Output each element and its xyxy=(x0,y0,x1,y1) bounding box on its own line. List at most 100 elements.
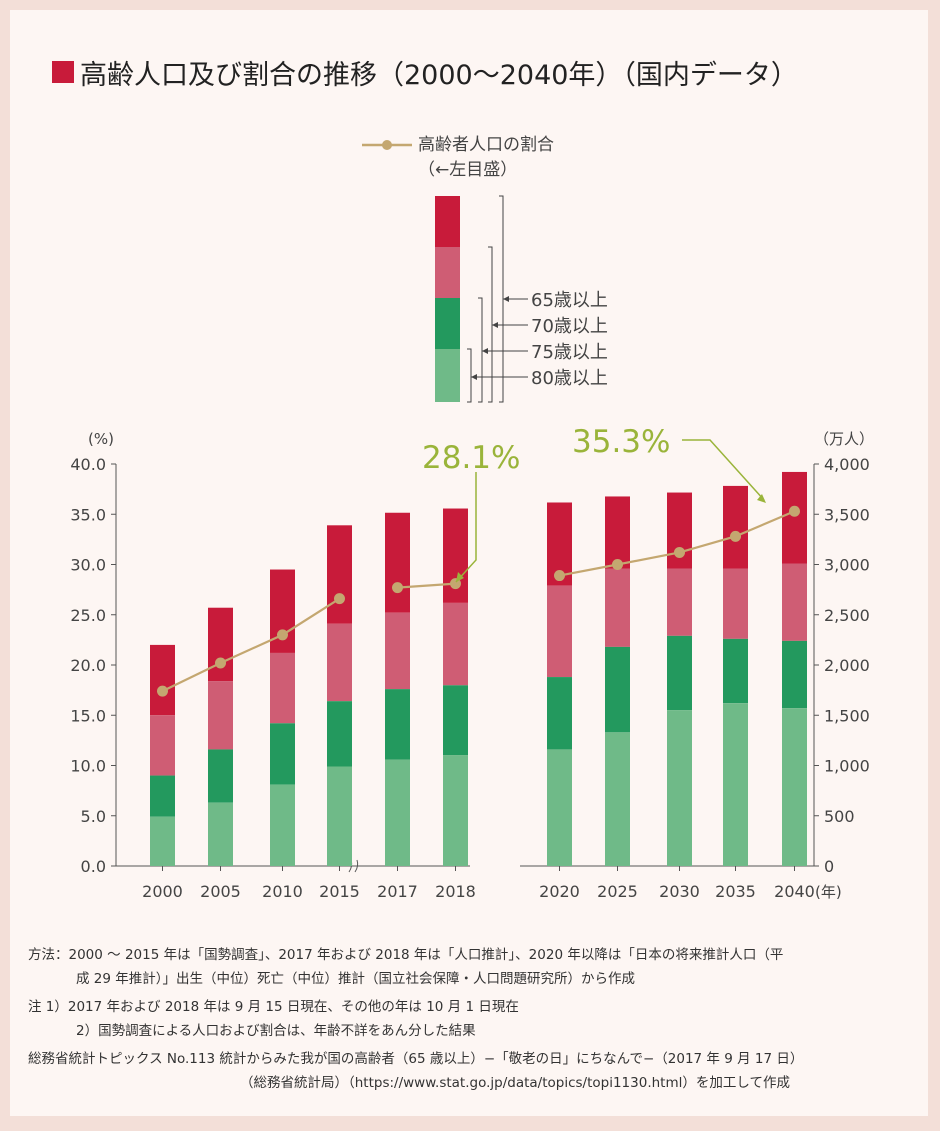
bar-segment-80 xyxy=(385,759,410,866)
legend-block-0 xyxy=(435,196,460,247)
x-tick-label: 2020 xyxy=(539,882,580,901)
bar-segment-65 xyxy=(605,496,630,569)
x-tick-label: 2030 xyxy=(659,882,700,901)
legend-bracket-0 xyxy=(499,195,504,403)
x-tick-label: 2000 xyxy=(142,882,183,901)
legend-bar-label: 80歳以上 xyxy=(531,368,608,389)
bar-segment-65 xyxy=(723,485,748,569)
legend-axis-note: （←左目盛） xyxy=(418,160,517,180)
ratio-point xyxy=(392,582,403,594)
bar-segment-70 xyxy=(385,612,410,690)
left-tick-label: 30.0 xyxy=(70,556,106,575)
bar-segment-65 xyxy=(270,569,295,653)
right-axis-unit: （万人） xyxy=(814,430,874,448)
right-tick-label: 1,500 xyxy=(824,706,870,725)
bar-segment-80 xyxy=(605,732,630,866)
left-tick-label: 20.0 xyxy=(70,656,106,675)
legend-bracket-1 xyxy=(488,246,493,403)
bar-segment-80 xyxy=(667,710,692,866)
x-tick-label: 2017 xyxy=(377,882,418,901)
legend-arrowhead-3 xyxy=(471,374,477,380)
bar-segment-80 xyxy=(208,802,233,866)
bar-segment-70 xyxy=(270,652,295,724)
legend-bar-label: 70歳以上 xyxy=(531,316,608,337)
bar-segment-70 xyxy=(723,568,748,639)
x-tick-label: 2005 xyxy=(200,882,241,901)
right-tick-label: 3,000 xyxy=(824,556,870,575)
legend-arrowhead-2 xyxy=(482,348,488,354)
ratio-line-1 xyxy=(162,597,341,693)
left-tick-label: 25.0 xyxy=(70,606,106,625)
legend-block-1 xyxy=(435,247,460,298)
right-tick-label: 0 xyxy=(824,857,834,876)
bar-segment-70 xyxy=(443,602,468,686)
figure-card xyxy=(10,10,928,1116)
bar-segment-65 xyxy=(208,607,233,682)
bar-segment-80 xyxy=(782,708,807,866)
ratio-point xyxy=(674,546,685,558)
ratio-point xyxy=(334,593,345,605)
bar-segment-75 xyxy=(782,640,807,709)
x-tick-label: 2025 xyxy=(597,882,638,901)
bar-segment-70 xyxy=(547,585,572,678)
method-line-2: 成 29 年推計）」出生（中位）死亡（中位）推計（国立社会保障・人口問題研究所）… xyxy=(76,971,636,987)
bar-segment-75 xyxy=(605,646,630,733)
legend-bracket-3 xyxy=(467,348,472,403)
right-tick-label: 1,000 xyxy=(824,757,870,776)
bar-segment-65 xyxy=(782,471,807,564)
x-tick-label: 2010 xyxy=(262,882,303,901)
source-line-2: （総務省統計局）（https://www.stat.go.jp/data/top… xyxy=(240,1075,790,1091)
legend-block-3 xyxy=(435,349,460,402)
method-line-1: 方法：2000 〜 2015 年は「国勢調査」、2017 年および 2018 年… xyxy=(28,943,918,967)
bar-segment-75 xyxy=(208,749,233,803)
chart-title: 高齢人口及び割合の推移（2000〜2040年）（国内データ） xyxy=(80,59,798,91)
legend-bar-label: 75歳以上 xyxy=(531,342,608,363)
callout-2040: 35.3% xyxy=(572,424,670,460)
bar-segment-75 xyxy=(150,775,175,817)
ratio-line-2 xyxy=(397,582,456,589)
callout-2018: 28.1% xyxy=(422,440,520,476)
bar-segment-70 xyxy=(782,563,807,641)
right-tick-label: 2,000 xyxy=(824,656,870,675)
legend-arrowhead-1 xyxy=(492,322,498,328)
bar-segment-80 xyxy=(270,784,295,866)
legend-bracket-2 xyxy=(478,297,483,403)
x-tick-label: 2015 xyxy=(319,882,360,901)
note-line-2: 2）国勢調査による人口および割合は、年齢不詳をあん分した結果 xyxy=(76,1023,476,1039)
callout-2040-leader xyxy=(682,439,765,501)
title-row: 高齢人口及び割合の推移（2000〜2040年）（国内データ） xyxy=(52,52,798,92)
bar-segment-70 xyxy=(667,568,692,636)
left-tick-label: 40.0 xyxy=(70,455,106,474)
x-tick-label: 2040 xyxy=(774,882,815,901)
ratio-point xyxy=(157,685,168,697)
callout-2040-arrowhead xyxy=(757,494,766,503)
legend-bar-label: 65歳以上 xyxy=(531,290,608,311)
ratio-point xyxy=(277,629,288,641)
bar-segment-70 xyxy=(150,715,175,776)
bar-segment-75 xyxy=(270,723,295,785)
bar-segment-70 xyxy=(327,623,352,702)
note-line-1: 注 1）2017 年および 2018 年は 9 月 15 日現在、その他の年は … xyxy=(28,999,519,1015)
legend-block-2 xyxy=(435,298,460,349)
bar-segment-70 xyxy=(208,681,233,750)
bar-segment-80 xyxy=(443,755,468,866)
source-line-1: 総務省統計トピックス No.113 統計からみた我が国の高齢者（65 歳以上）−… xyxy=(28,1051,804,1067)
bar-segment-70 xyxy=(605,568,630,647)
bar-segment-75 xyxy=(443,685,468,756)
bar-segment-80 xyxy=(150,816,175,866)
ratio-point xyxy=(789,505,800,517)
notes: 方法：2000 〜 2015 年は「国勢調査」、2017 年および 2018 年… xyxy=(28,943,918,1095)
legend-arrowhead-0 xyxy=(503,296,509,302)
bar-segment-75 xyxy=(667,635,692,711)
callout-2018-arrowhead xyxy=(456,572,464,582)
x-tick-label: 2018 xyxy=(435,882,476,901)
right-tick-label: 3,500 xyxy=(824,505,870,524)
right-tick-label: 500 xyxy=(824,807,855,826)
ratio-point xyxy=(612,559,623,570)
left-tick-label: 0.0 xyxy=(81,857,106,876)
left-tick-label: 10.0 xyxy=(70,757,106,776)
bar-segment-75 xyxy=(723,638,748,704)
bar-segment-80 xyxy=(723,703,748,866)
right-tick-label: 2,500 xyxy=(824,606,870,625)
